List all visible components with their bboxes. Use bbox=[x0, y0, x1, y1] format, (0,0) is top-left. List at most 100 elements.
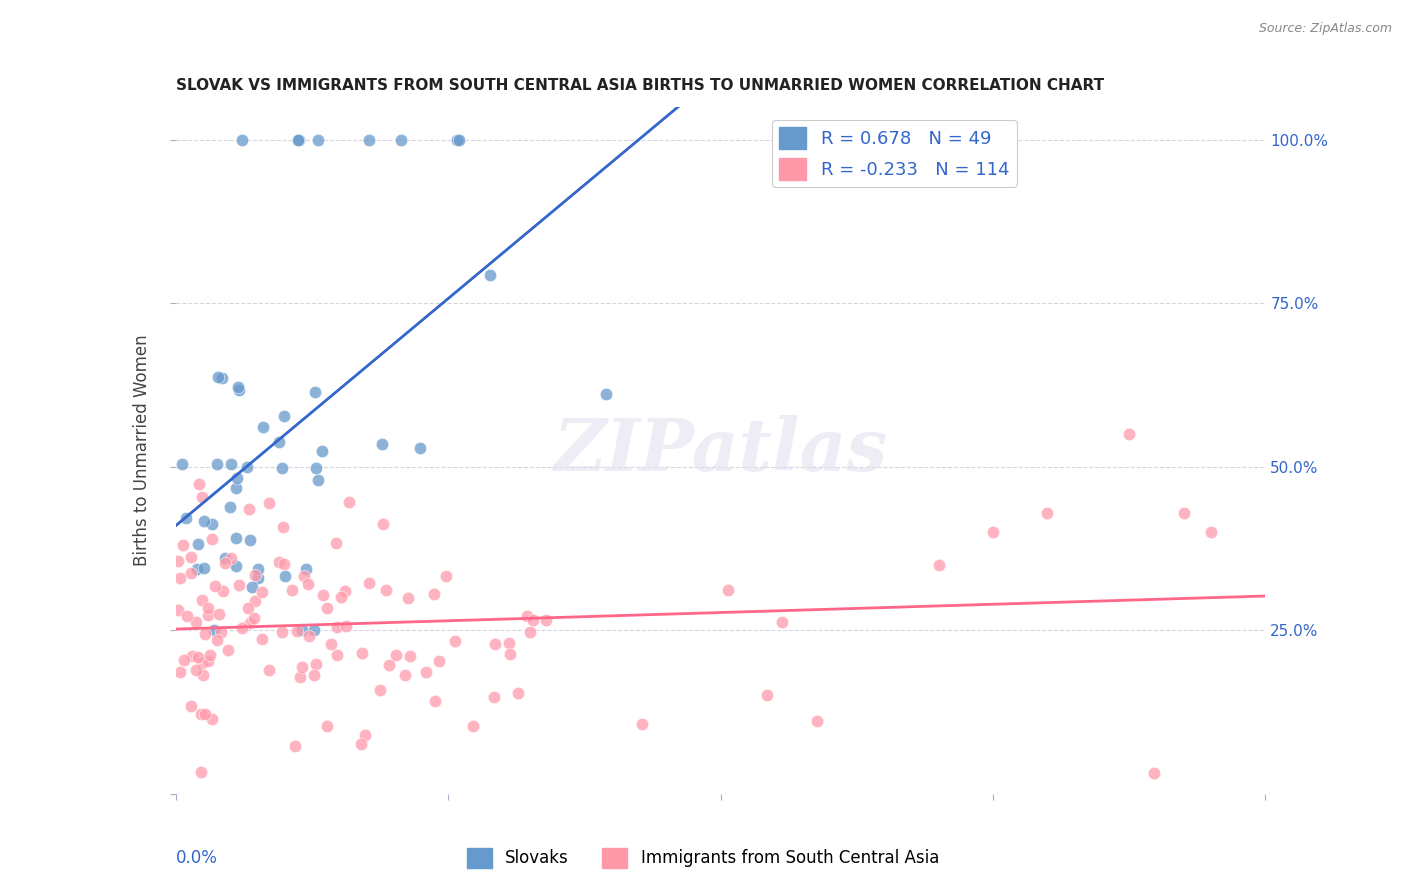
Point bbox=[447, 133, 470, 147]
Point bbox=[243, 611, 266, 625]
Point bbox=[522, 613, 544, 627]
Point bbox=[354, 728, 377, 742]
Point bbox=[257, 663, 280, 677]
Point bbox=[180, 566, 202, 581]
Point bbox=[174, 511, 197, 525]
Point bbox=[806, 714, 828, 728]
Point bbox=[271, 520, 294, 534]
Point bbox=[399, 648, 422, 663]
Point bbox=[408, 442, 430, 456]
Point bbox=[499, 648, 522, 662]
Point bbox=[287, 624, 309, 638]
Point bbox=[371, 516, 394, 531]
Point bbox=[304, 624, 326, 638]
Point bbox=[294, 562, 316, 576]
Point bbox=[173, 653, 195, 667]
Point bbox=[190, 593, 212, 607]
Y-axis label: Births to Unmarried Women: Births to Unmarried Women bbox=[134, 334, 152, 566]
Point bbox=[273, 557, 295, 571]
Point bbox=[198, 648, 221, 662]
Point bbox=[204, 579, 226, 593]
Point bbox=[396, 591, 419, 606]
Text: SLOVAK VS IMMIGRANTS FROM SOUTH CENTRAL ASIA BIRTHS TO UNMARRIED WOMEN CORRELATI: SLOVAK VS IMMIGRANTS FROM SOUTH CENTRAL … bbox=[176, 78, 1104, 94]
Point bbox=[247, 562, 270, 576]
Point bbox=[298, 629, 321, 643]
Point bbox=[226, 380, 249, 394]
Point bbox=[374, 582, 396, 597]
Point bbox=[981, 525, 1004, 540]
Point bbox=[193, 514, 215, 528]
Point bbox=[385, 648, 408, 662]
Point bbox=[434, 569, 457, 583]
Point bbox=[273, 409, 295, 424]
Point bbox=[252, 419, 274, 434]
Point bbox=[186, 664, 208, 678]
Point bbox=[326, 620, 349, 634]
Point bbox=[302, 668, 325, 682]
Point bbox=[316, 601, 339, 615]
Point bbox=[319, 637, 342, 651]
Point bbox=[180, 698, 202, 713]
Point bbox=[425, 693, 447, 707]
Point bbox=[207, 370, 229, 384]
Point bbox=[446, 133, 468, 147]
Point bbox=[217, 643, 239, 657]
Point bbox=[274, 568, 297, 582]
Point bbox=[415, 665, 437, 680]
Point bbox=[231, 133, 253, 147]
Point bbox=[172, 457, 194, 471]
Point bbox=[259, 496, 281, 510]
Point bbox=[484, 637, 506, 651]
Point bbox=[167, 554, 190, 568]
Text: ZIPatlas: ZIPatlas bbox=[554, 415, 887, 486]
Point bbox=[508, 686, 530, 700]
Point bbox=[770, 615, 793, 629]
Point bbox=[291, 659, 314, 673]
Point bbox=[169, 571, 191, 585]
Point bbox=[368, 682, 391, 697]
Point bbox=[194, 706, 217, 721]
Point bbox=[312, 589, 335, 603]
Point bbox=[335, 618, 357, 632]
Point bbox=[180, 549, 202, 564]
Point bbox=[519, 624, 541, 639]
Point bbox=[389, 133, 412, 147]
Point bbox=[186, 615, 208, 630]
Point bbox=[1199, 525, 1222, 540]
Point bbox=[236, 601, 259, 615]
Point bbox=[211, 584, 233, 599]
Point bbox=[225, 559, 247, 574]
Point bbox=[427, 655, 450, 669]
Point bbox=[225, 531, 247, 545]
Point bbox=[197, 654, 219, 668]
Point bbox=[238, 502, 260, 516]
Point bbox=[534, 613, 557, 627]
Point bbox=[717, 583, 740, 598]
Point bbox=[190, 657, 212, 671]
Point bbox=[271, 461, 294, 475]
Point bbox=[187, 536, 209, 550]
Point bbox=[190, 706, 212, 721]
Point bbox=[226, 471, 249, 485]
Point bbox=[208, 607, 231, 621]
Point bbox=[236, 459, 259, 474]
Point bbox=[250, 585, 273, 599]
Point bbox=[284, 739, 307, 753]
Point bbox=[357, 575, 380, 590]
Point bbox=[516, 609, 538, 624]
Point bbox=[498, 635, 520, 649]
Point bbox=[305, 657, 328, 672]
Point bbox=[371, 436, 394, 450]
Point bbox=[394, 668, 416, 682]
Point bbox=[214, 550, 236, 565]
Point bbox=[167, 603, 190, 617]
Point bbox=[287, 133, 309, 147]
Point bbox=[200, 712, 222, 726]
Point bbox=[928, 558, 950, 572]
Point bbox=[228, 384, 250, 398]
Point bbox=[335, 584, 357, 599]
Point bbox=[595, 387, 617, 401]
Point bbox=[482, 690, 505, 704]
Point bbox=[271, 625, 294, 640]
Point bbox=[202, 623, 225, 637]
